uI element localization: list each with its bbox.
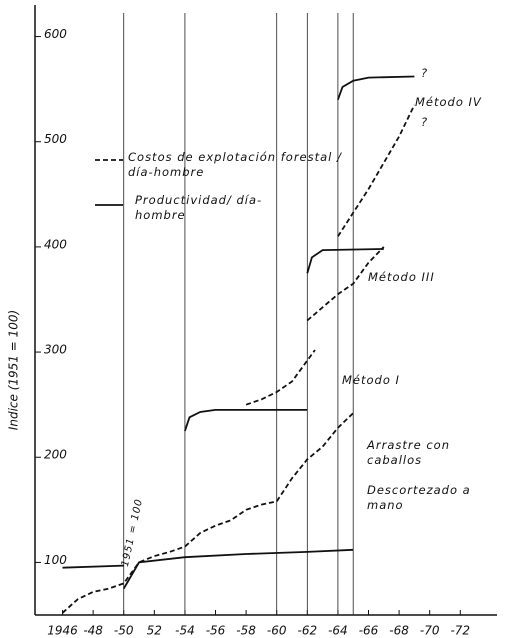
annotation: Método I xyxy=(342,373,400,387)
y-tick-label: 600 xyxy=(44,27,67,41)
x-tick-label: -72 xyxy=(450,624,470,638)
y-tick-label: 400 xyxy=(44,237,67,251)
y-tick-label: 500 xyxy=(44,132,67,146)
legend-label: Costos de explotación forestal / día-hom… xyxy=(128,150,342,179)
x-tick-label: -54 xyxy=(175,624,195,638)
series-line xyxy=(61,104,416,614)
x-tick-label: -66 xyxy=(359,624,379,638)
x-tick-label: -58 xyxy=(236,624,256,638)
x-tick-label: -60 xyxy=(267,624,287,638)
annotation: Arrastre con caballos xyxy=(367,438,450,467)
x-tick-label: -64 xyxy=(328,624,348,638)
annotation: Método III xyxy=(368,270,435,284)
x-tick-label: -68 xyxy=(389,624,409,638)
x-tick-label: -48 xyxy=(83,624,103,638)
annotation: Descortezado a mano xyxy=(367,483,471,512)
x-tick-label: -50 xyxy=(114,624,134,638)
x-tick-label: -62 xyxy=(297,624,317,638)
x-tick-label: 1946 xyxy=(47,624,78,638)
x-tick-label: -56 xyxy=(206,624,226,638)
series-line xyxy=(62,75,415,590)
y-tick-label: 300 xyxy=(44,343,67,357)
y-tick-label: 200 xyxy=(44,448,67,462)
x-tick-label: 52 xyxy=(147,624,162,638)
annotation: Método IV xyxy=(415,95,482,109)
y-axis-title: Indice (1951 = 100) xyxy=(7,310,21,430)
x-tick-label: -70 xyxy=(420,624,440,638)
legend-label: Productividad/ día-hombre xyxy=(135,193,263,222)
y-tick-label: 100 xyxy=(44,553,67,567)
annotation: ? xyxy=(421,66,429,80)
annotation: ? xyxy=(421,115,429,129)
